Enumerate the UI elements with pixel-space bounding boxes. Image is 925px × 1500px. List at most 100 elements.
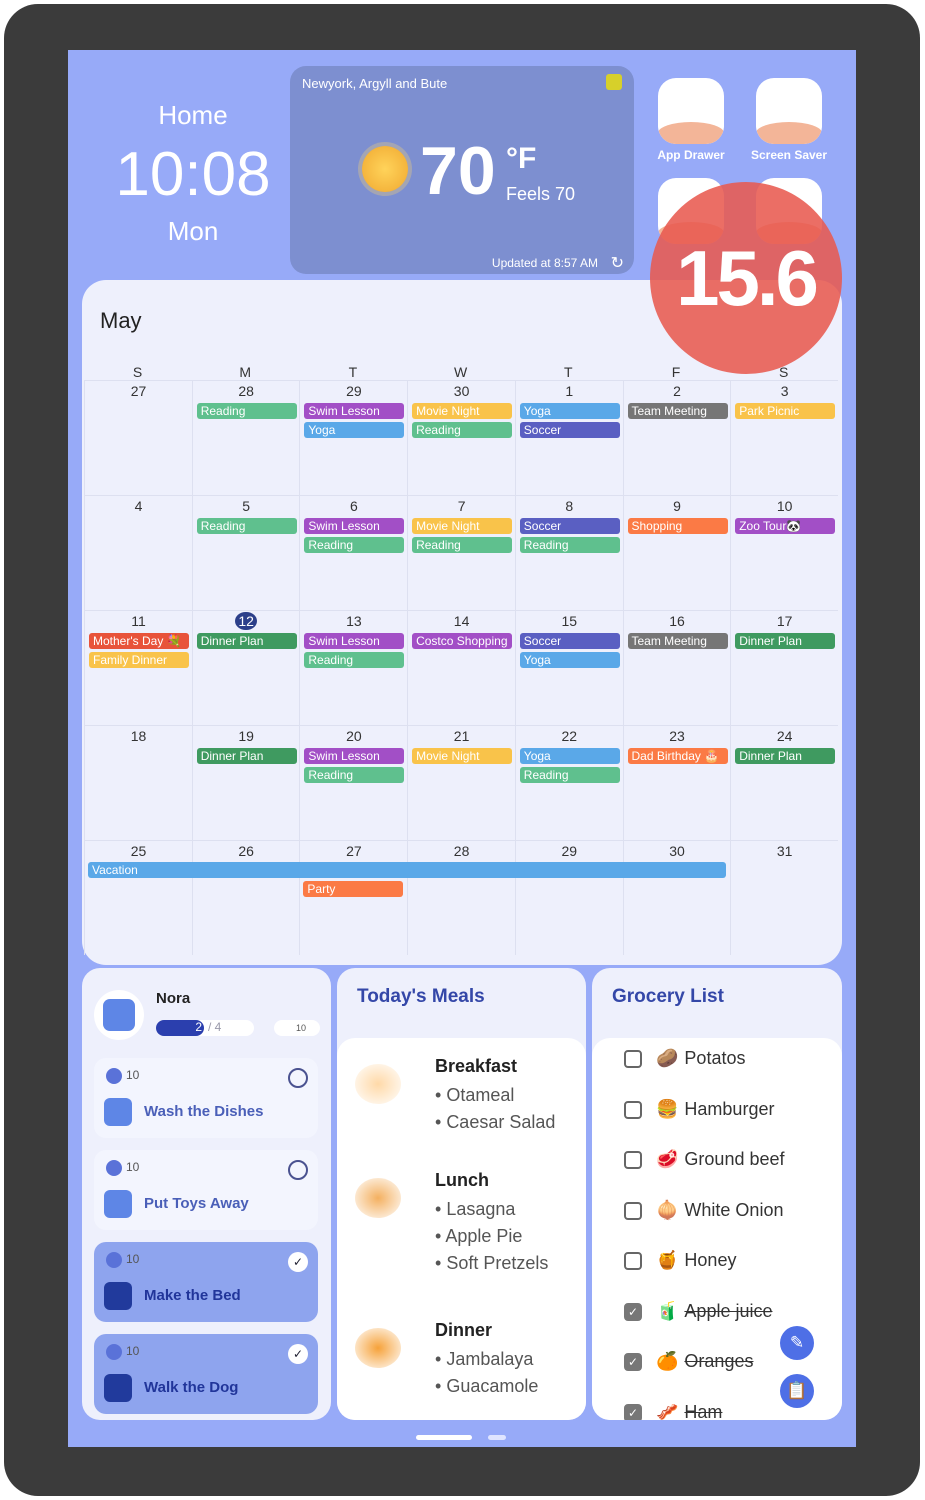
calendar-day[interactable]: 12 Dinner Plan (191, 610, 300, 725)
refresh-icon[interactable]: ↻ (610, 255, 624, 272)
chore-item[interactable]: 10 Put Toys Away (94, 1150, 318, 1230)
calendar-event[interactable]: Reading (412, 422, 513, 438)
calendar-event[interactable]: Reading (304, 537, 405, 553)
calendar-day[interactable]: 21 Movie Night (407, 725, 516, 840)
edit-button[interactable]: ✎ (780, 1326, 814, 1360)
calendar-day[interactable]: 9 Shopping (622, 495, 731, 610)
calendar-event[interactable]: Costco Shopping (412, 633, 513, 649)
calendar-day[interactable]: 10 Zoo Tour🐼 (730, 495, 839, 610)
calendar-day[interactable]: 28 Reading (191, 380, 300, 495)
calendar-event[interactable]: Soccer (519, 518, 620, 534)
calendar-day[interactable]: 11 Mother's Day 💐 Family Dinner (84, 610, 192, 725)
calendar-event[interactable]: Yoga (519, 652, 620, 668)
calendar-event[interactable]: Park Picnic (735, 403, 836, 419)
grocery-checkbox[interactable]: ✓ (624, 1353, 642, 1372)
meal-section[interactable]: Dinner • Jambalaya • Guacamole (435, 1320, 538, 1397)
grocery-item[interactable]: 🍔 Hamburger (624, 1097, 774, 1121)
calendar-event[interactable]: Swim Lesson (304, 748, 405, 764)
calendar-event[interactable]: Dinner Plan (196, 748, 297, 764)
grocery-checkbox[interactable] (624, 1050, 642, 1069)
meal-section[interactable]: Lunch • Lasagna • Apple Pie • Soft Pretzels (435, 1170, 548, 1274)
calendar-day[interactable]: 18 (84, 725, 192, 840)
calendar-event[interactable]: Reading (196, 403, 297, 419)
calendar-day[interactable]: 1 Yoga Soccer (514, 380, 623, 495)
chore-item[interactable]: 10 Wash the Dishes (94, 1058, 318, 1138)
calendar-day[interactable]: 8 Soccer Reading (514, 495, 623, 610)
calendar-event[interactable]: Family Dinner (89, 652, 189, 668)
screen-saver-button[interactable] (756, 78, 822, 144)
calendar-day[interactable]: 16 Team Meeting (622, 610, 731, 725)
grocery-item[interactable]: 🍯 Honey (624, 1248, 736, 1272)
calendar-event[interactable]: Yoga (519, 748, 620, 764)
calendar-event[interactable]: Swim Lesson (304, 633, 405, 649)
grocery-item[interactable]: ✓ 🥓 Ham (624, 1400, 722, 1420)
calendar-event[interactable]: Shopping (627, 518, 728, 534)
chore-item[interactable]: 10 Walk the Dog ✓ (94, 1334, 318, 1414)
calendar-event[interactable]: Team Meeting (627, 633, 728, 649)
avatar[interactable] (94, 990, 144, 1040)
grocery-checkbox[interactable] (624, 1100, 642, 1119)
calendar-event[interactable]: Vacation (88, 862, 727, 878)
calendar-event[interactable]: Soccer (519, 633, 620, 649)
grocery-item[interactable]: 🥩 Ground beef (624, 1147, 785, 1171)
calendar-event[interactable]: Movie Night (412, 518, 513, 534)
calendar-event[interactable]: Dinner Plan (735, 633, 836, 649)
grocery-checkbox[interactable] (624, 1252, 642, 1271)
app-drawer-button[interactable] (658, 78, 724, 144)
calendar-day[interactable]: 7 Movie Night Reading (407, 495, 516, 610)
weather-widget[interactable]: Newyork, Argyll and Bute 70 °F Feels 70 … (290, 66, 634, 274)
calendar-event[interactable]: Reading (304, 652, 405, 668)
meal-section[interactable]: Breakfast • Otameal • Caesar Salad (435, 1056, 555, 1133)
calendar-event[interactable]: Reading (519, 537, 620, 553)
calendar-day[interactable]: 30 Movie Night Reading (407, 380, 516, 495)
grocery-item[interactable]: ✓ 🍊 Oranges (624, 1349, 753, 1373)
calendar-day[interactable]: 17 Dinner Plan (730, 610, 839, 725)
page-indicator-active[interactable] (416, 1435, 472, 1440)
grocery-checkbox[interactable] (624, 1151, 642, 1170)
add-list-button[interactable]: 📋 (780, 1374, 814, 1408)
calendar-event[interactable]: Dinner Plan (196, 633, 297, 649)
chore-checkbox[interactable] (288, 1068, 308, 1088)
calendar-day[interactable]: 15 Soccer Yoga (514, 610, 623, 725)
calendar-event[interactable]: Dad Birthday 🎂 (627, 748, 728, 764)
calendar-event[interactable]: Swim Lesson (304, 403, 405, 419)
chore-item[interactable]: 10 Make the Bed ✓ (94, 1242, 318, 1322)
calendar-event[interactable]: Reading (519, 767, 620, 783)
calendar-event[interactable]: Party (303, 881, 404, 897)
calendar-day[interactable]: 29 Swim Lesson Yoga (299, 380, 408, 495)
calendar-day[interactable]: 27 (84, 380, 192, 495)
calendar-event[interactable]: Movie Night (412, 403, 513, 419)
calendar-day[interactable]: 5 Reading (191, 495, 300, 610)
calendar-day[interactable]: 29 (514, 840, 623, 955)
grocery-item[interactable]: ✓ 🧃 Apple juice (624, 1299, 772, 1323)
calendar-day[interactable]: 25 (84, 840, 192, 955)
calendar-event[interactable]: Movie Night (412, 748, 513, 764)
calendar-event[interactable]: Yoga (304, 422, 405, 438)
grocery-item[interactable]: 🥔 Potatos (624, 1046, 745, 1070)
calendar-day[interactable]: 2 Team Meeting (622, 380, 731, 495)
calendar-day[interactable]: 4 (84, 495, 192, 610)
calendar-day[interactable]: 3 Park Picnic (730, 380, 839, 495)
calendar-day[interactable]: 14 Costco Shopping (407, 610, 516, 725)
chore-checkbox[interactable]: ✓ (288, 1252, 308, 1272)
calendar-day[interactable]: 22 Yoga Reading (514, 725, 623, 840)
calendar-day[interactable]: 31 (730, 840, 839, 955)
clock-widget[interactable]: Home 10:08 Mon (68, 100, 318, 247)
grocery-checkbox[interactable]: ✓ (624, 1302, 642, 1321)
calendar-event[interactable]: Yoga (519, 403, 620, 419)
calendar-day[interactable]: 28 (407, 840, 516, 955)
grocery-item[interactable]: 🧅 White Onion (624, 1198, 783, 1222)
calendar-event[interactable]: Mother's Day 💐 (89, 633, 189, 649)
page-indicator[interactable] (488, 1435, 506, 1440)
calendar-event[interactable]: Reading (304, 767, 405, 783)
calendar-event[interactable]: Reading (196, 518, 297, 534)
calendar-day[interactable]: 13 Swim Lesson Reading (299, 610, 408, 725)
calendar-day[interactable]: 27 (299, 840, 408, 955)
calendar-day[interactable]: 20 Swim Lesson Reading (299, 725, 408, 840)
calendar-day[interactable]: 6 Swim Lesson Reading (299, 495, 408, 610)
calendar-day[interactable]: 24 Dinner Plan (730, 725, 839, 840)
calendar-event[interactable]: Soccer (519, 422, 620, 438)
calendar-event[interactable]: Zoo Tour🐼 (735, 518, 836, 534)
chore-checkbox[interactable] (288, 1160, 308, 1180)
calendar-event[interactable]: Dinner Plan (735, 748, 836, 764)
